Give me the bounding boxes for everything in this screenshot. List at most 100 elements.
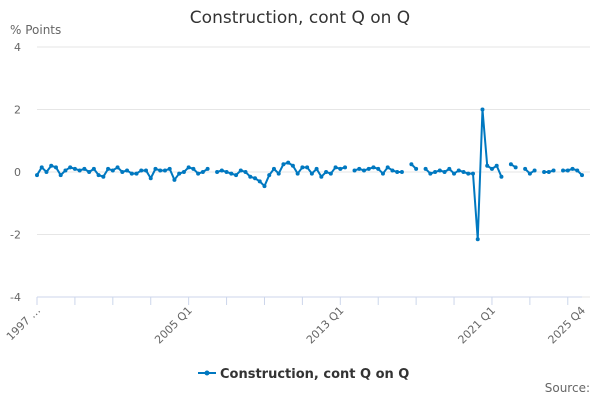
data-point bbox=[309, 171, 314, 176]
data-point bbox=[262, 184, 267, 189]
data-point bbox=[319, 174, 324, 179]
data-point bbox=[366, 166, 371, 171]
data-point bbox=[53, 165, 58, 170]
x-tick-label: 2025 Q4 bbox=[546, 304, 589, 347]
data-point bbox=[229, 171, 234, 176]
data-point bbox=[224, 170, 229, 174]
data-point bbox=[290, 163, 295, 168]
data-point bbox=[257, 179, 262, 184]
data-point bbox=[200, 170, 205, 174]
data-point bbox=[390, 168, 395, 173]
data-point bbox=[234, 173, 239, 178]
data-point bbox=[442, 170, 447, 174]
data-point bbox=[489, 166, 494, 171]
data-point bbox=[295, 171, 300, 176]
data-point bbox=[428, 171, 433, 176]
data-point bbox=[399, 170, 404, 174]
y-tick-label: 4 bbox=[14, 41, 21, 54]
series-line bbox=[216, 161, 346, 188]
data-point bbox=[380, 171, 385, 176]
data-point bbox=[58, 173, 63, 178]
data-point bbox=[276, 171, 281, 176]
data-point bbox=[480, 107, 485, 112]
data-point bbox=[271, 166, 276, 171]
data-point bbox=[91, 166, 96, 171]
data-point bbox=[120, 170, 125, 174]
data-point bbox=[456, 168, 461, 173]
data-point bbox=[72, 166, 77, 171]
data-point bbox=[219, 168, 224, 173]
x-tick-label: 2021 Q1 bbox=[456, 304, 499, 347]
data-point bbox=[153, 166, 158, 171]
data-point bbox=[461, 170, 466, 174]
data-point bbox=[305, 165, 310, 170]
data-point bbox=[357, 166, 362, 171]
x-tick-label: 2005 Q1 bbox=[152, 304, 195, 347]
data-point bbox=[243, 170, 248, 174]
data-point bbox=[148, 176, 153, 181]
data-point bbox=[87, 170, 92, 174]
data-point bbox=[68, 165, 73, 170]
data-point bbox=[570, 166, 575, 171]
data-point bbox=[115, 165, 120, 170]
data-point bbox=[44, 170, 49, 174]
data-point bbox=[172, 177, 177, 182]
data-point bbox=[414, 166, 419, 171]
data-point bbox=[508, 162, 513, 167]
data-point bbox=[205, 166, 210, 171]
legend-item[interactable]: Construction, cont Q on Q bbox=[220, 367, 409, 382]
data-point bbox=[49, 163, 54, 168]
x-tick-label: 1997 … bbox=[4, 304, 43, 343]
data-point bbox=[144, 168, 148, 173]
data-point bbox=[551, 168, 556, 173]
data-point bbox=[433, 170, 438, 174]
data-point bbox=[181, 170, 186, 174]
legend-marker-icon bbox=[204, 370, 210, 376]
y-tick-label: -4 bbox=[10, 291, 21, 304]
data-point bbox=[110, 168, 115, 173]
data-point bbox=[253, 176, 257, 181]
data-point bbox=[191, 166, 196, 171]
data-point bbox=[333, 165, 338, 170]
data-point bbox=[338, 166, 343, 171]
data-point bbox=[158, 168, 163, 173]
data-point bbox=[63, 168, 68, 173]
data-point bbox=[196, 171, 201, 176]
data-point bbox=[575, 168, 580, 173]
data-point bbox=[580, 173, 584, 178]
data-point bbox=[499, 174, 504, 179]
data-point bbox=[343, 165, 348, 170]
y-tick-label: 2 bbox=[14, 104, 21, 117]
data-point bbox=[314, 166, 319, 171]
data-point bbox=[395, 170, 400, 174]
data-point bbox=[523, 166, 528, 171]
data-point bbox=[423, 166, 428, 171]
data-point bbox=[532, 168, 537, 173]
data-point bbox=[471, 171, 475, 176]
data-point bbox=[238, 168, 243, 173]
chart-title: Construction, cont Q on Q bbox=[189, 8, 411, 28]
data-point bbox=[106, 166, 111, 171]
data-point bbox=[328, 171, 333, 176]
data-point bbox=[82, 166, 87, 171]
data-point bbox=[215, 170, 220, 174]
data-point bbox=[77, 168, 82, 173]
data-point bbox=[300, 165, 305, 170]
data-point bbox=[352, 168, 357, 173]
data-point bbox=[177, 171, 182, 176]
data-point bbox=[39, 165, 44, 170]
source-label: Source: bbox=[544, 381, 590, 395]
data-point bbox=[129, 171, 134, 176]
data-point bbox=[546, 170, 551, 174]
data-point bbox=[409, 162, 414, 167]
data-point bbox=[139, 168, 144, 173]
data-point bbox=[475, 237, 480, 242]
data-point bbox=[101, 174, 106, 179]
data-point bbox=[452, 171, 457, 176]
data-point bbox=[134, 171, 139, 176]
data-point bbox=[267, 173, 272, 178]
data-point bbox=[494, 163, 499, 168]
x-tick-label: 2013 Q1 bbox=[304, 304, 347, 347]
data-point bbox=[561, 168, 566, 173]
